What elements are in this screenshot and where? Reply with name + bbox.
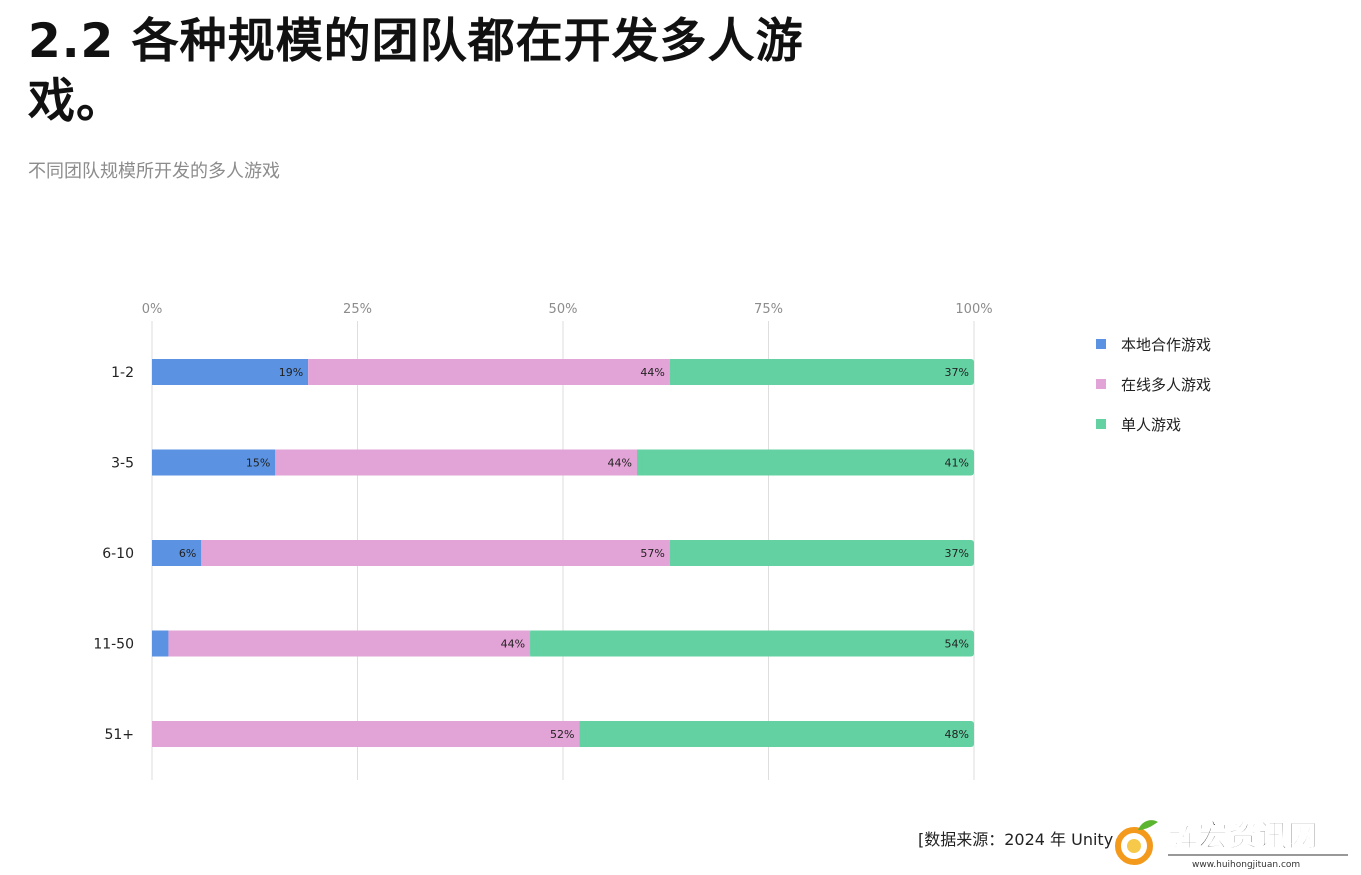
data-label: 37% <box>945 366 969 379</box>
y-category-label: 51+ <box>104 727 134 743</box>
data-label: 44% <box>608 457 632 470</box>
y-axis-categories: 1-2 3-5 6-10 11-50 51+ <box>93 365 134 743</box>
data-label: 54% <box>945 638 969 651</box>
bars: 19%44%37%15%44%41%6%57%37%2%44%54%0%52%4… <box>152 359 974 747</box>
legend-label-single: 单人游戏 <box>1121 415 1182 434</box>
data-label: 15% <box>246 457 270 470</box>
legend-swatch-local-coop <box>1096 339 1106 349</box>
watermark-mark-icon <box>1115 820 1158 865</box>
legend-swatch-online <box>1096 379 1106 389</box>
bar-segment[interactable] <box>669 540 974 566</box>
bar-segment[interactable] <box>168 630 531 657</box>
bar-segment[interactable] <box>201 540 670 566</box>
watermark-url: www.huihongjituan.com <box>1192 860 1300 870</box>
bar-segment[interactable] <box>579 721 974 747</box>
y-category-label: 6-10 <box>102 546 134 562</box>
x-tick-label: 25% <box>343 302 372 317</box>
chart-subtitle: 不同团队规模所开发的多人游戏 <box>28 161 280 182</box>
data-label: 19% <box>279 366 303 379</box>
data-label: 48% <box>945 728 969 741</box>
data-label: 44% <box>640 366 664 379</box>
bar-segment[interactable] <box>308 359 670 385</box>
bar-segment-joint <box>636 449 643 476</box>
legend-label-online: 在线多人游戏 <box>1121 375 1212 394</box>
legend-item-local-coop[interactable]: 本地合作游戏 <box>1096 324 1211 364</box>
bar-segment[interactable] <box>152 630 169 657</box>
bar-segment-joint <box>669 359 676 385</box>
chart-legend: 本地合作游戏 在线多人游戏 单人游戏 <box>1096 324 1211 444</box>
data-label: 41% <box>945 457 969 470</box>
legend-item-single[interactable]: 单人游戏 <box>1096 404 1211 444</box>
watermark-brand: 辉宏资讯网 <box>1168 819 1318 854</box>
x-tick-label: 75% <box>754 302 783 317</box>
bar-segment[interactable] <box>152 449 276 476</box>
y-category-label: 11-50 <box>93 637 134 653</box>
legend-label-local-coop: 本地合作游戏 <box>1121 335 1212 354</box>
data-label: 57% <box>640 547 664 560</box>
data-label: 37% <box>945 547 969 560</box>
y-category-label: 1-2 <box>111 365 134 381</box>
page-title: 2.2 各种规模的团队都在开发多人游戏。 <box>28 14 804 129</box>
bar-segment[interactable] <box>152 540 202 566</box>
y-category-label: 3-5 <box>111 456 134 472</box>
bar-segment[interactable] <box>636 449 974 476</box>
bar-segment-joint <box>669 540 676 566</box>
bar-segment[interactable] <box>152 721 580 747</box>
bar-segment[interactable] <box>152 359 309 385</box>
x-tick-label: 100% <box>955 302 992 317</box>
watermark-logo: 辉宏资讯网 www.huihongjituan.com <box>1115 819 1348 870</box>
x-axis-ticks: 0% 25% 50% 75% 100% <box>142 302 993 317</box>
legend-item-online[interactable]: 在线多人游戏 <box>1096 364 1211 404</box>
bar-segment-joint <box>579 721 586 747</box>
bar-segment-joint <box>530 630 537 657</box>
data-label: 52% <box>550 728 574 741</box>
x-tick-label: 0% <box>142 302 163 317</box>
legend-swatch-single <box>1096 419 1106 429</box>
bar-segment[interactable] <box>275 449 637 476</box>
x-tick-label: 50% <box>549 302 578 317</box>
bar-segment[interactable] <box>530 630 974 657</box>
data-label: 44% <box>501 638 525 651</box>
data-source-note: [数据来源：2024 年 Unity <box>918 830 1114 849</box>
bar-segment[interactable] <box>669 359 974 385</box>
data-label: 6% <box>179 547 196 560</box>
